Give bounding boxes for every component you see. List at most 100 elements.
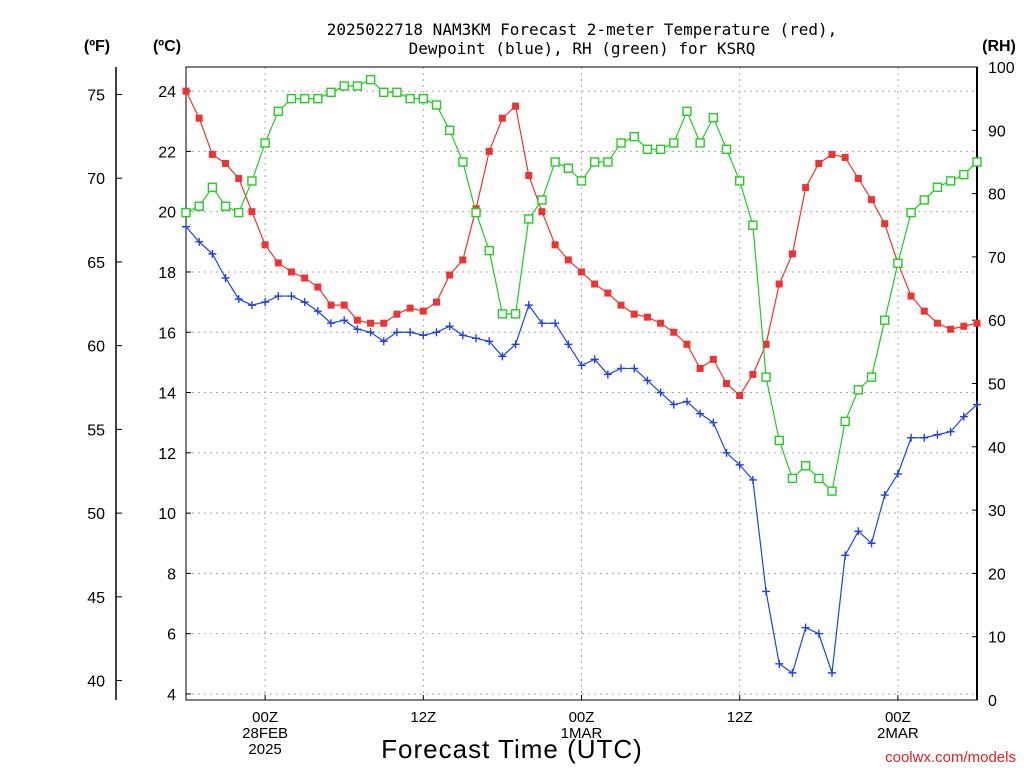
rh-tick-label: 100 xyxy=(988,60,1015,77)
temperature-point xyxy=(340,301,348,309)
rh-point xyxy=(642,144,653,154)
celsius-tick-label: 6 xyxy=(167,627,176,644)
temperature-point xyxy=(498,114,506,122)
rh-point xyxy=(220,201,231,211)
dewpoint-point xyxy=(762,587,771,596)
dewpoint-point xyxy=(722,448,731,457)
dewpoint-point xyxy=(182,222,190,231)
dewpoint-point xyxy=(603,370,612,379)
dewpoint-point xyxy=(327,319,336,328)
temperature-point xyxy=(327,301,335,309)
temperature-point xyxy=(604,289,612,297)
celsius-tick-label: 24 xyxy=(158,84,176,101)
temperature-point xyxy=(841,153,849,161)
dewpoint-point xyxy=(643,376,652,385)
rh-tick-label: 60 xyxy=(988,313,1006,330)
temperature-point xyxy=(459,256,467,264)
x-tick-label: 00Z xyxy=(569,709,595,726)
temperature-point xyxy=(393,310,401,318)
dewpoint-point xyxy=(340,316,349,325)
temperature-point xyxy=(551,241,559,249)
rh-tick-label: 20 xyxy=(988,566,1006,583)
x-tick-label: 1MAR xyxy=(561,725,603,742)
dewpoint-point xyxy=(537,319,546,328)
chart-title-line2: Dewpoint (blue), RH (green) for KSRQ xyxy=(409,39,756,58)
rh-point xyxy=(497,309,508,319)
temperature-point xyxy=(235,175,243,183)
rh-point xyxy=(365,74,376,85)
dewpoint-point xyxy=(392,328,401,337)
series-temperature xyxy=(182,87,981,400)
rh-point xyxy=(247,176,257,186)
rh-point xyxy=(392,87,402,98)
dewpoint-point xyxy=(247,301,256,310)
dewpoint-point xyxy=(801,623,810,632)
dewpoint-point xyxy=(274,292,283,301)
dewpoint-point xyxy=(419,331,428,340)
temperature-point xyxy=(670,328,678,336)
temperature-point xyxy=(591,280,599,288)
celsius-tick-label: 20 xyxy=(158,205,176,222)
celsius-tick-label: 18 xyxy=(158,265,176,282)
series-rh xyxy=(181,74,982,496)
dewpoint-point xyxy=(406,328,415,337)
rh-point xyxy=(510,309,521,319)
rh-point xyxy=(906,207,916,218)
rh-point xyxy=(721,144,732,154)
temperature-point xyxy=(709,355,717,363)
rh-point xyxy=(655,144,666,154)
temperature-point xyxy=(195,114,203,122)
temperature-point xyxy=(868,196,876,204)
dewpoint-point xyxy=(445,322,454,331)
temperature-point xyxy=(564,256,572,264)
temperature-point xyxy=(578,268,585,276)
dewpoint-point xyxy=(669,400,678,409)
rh-point xyxy=(972,157,982,167)
chart-title-line1: 2025022718 NAM3KM Forecast 2-meter Tempe… xyxy=(327,20,838,39)
dewpoint-point xyxy=(524,301,533,310)
celsius-unit-label: (ºC) xyxy=(153,38,181,55)
temperature-point xyxy=(222,159,230,167)
rh-point xyxy=(576,176,587,186)
temperature-point xyxy=(485,147,493,155)
temperature-point xyxy=(643,313,651,321)
temperature-point xyxy=(657,319,665,327)
temperature-point xyxy=(947,325,955,333)
dewpoint-point xyxy=(577,361,586,370)
rh-point xyxy=(669,138,679,148)
celsius-tick-label: 22 xyxy=(158,144,176,161)
fahrenheit-tick-label: 50 xyxy=(87,506,105,523)
rh-point xyxy=(774,435,784,446)
temperature-point xyxy=(287,268,295,276)
dewpoint-point xyxy=(867,539,876,548)
x-tick-label: 2MAR xyxy=(877,725,919,742)
temperature-point xyxy=(432,298,440,306)
rh-unit-label: (RH) xyxy=(982,38,1016,55)
temperature-point xyxy=(261,241,269,249)
rh-point xyxy=(682,106,692,117)
rh-point xyxy=(787,473,798,484)
dewpoint-point xyxy=(261,298,270,307)
dewpoint-point xyxy=(353,325,362,334)
dewpoint-point xyxy=(775,659,784,668)
rh-point xyxy=(299,93,310,104)
temperature-point xyxy=(696,364,704,372)
temperature-point xyxy=(512,102,520,110)
rh-point xyxy=(339,81,349,91)
rh-point xyxy=(919,195,929,205)
rh-point xyxy=(352,81,363,91)
dewpoint-point xyxy=(827,668,836,677)
dewpoint-point xyxy=(313,307,322,316)
temperature-point xyxy=(419,307,427,315)
temperature-point xyxy=(538,208,546,216)
dewpoint-point xyxy=(234,295,243,304)
rh-point xyxy=(695,138,705,148)
rh-point xyxy=(313,93,323,104)
temperature-point xyxy=(182,87,190,95)
rh-point xyxy=(537,195,547,205)
dewpoint-point xyxy=(485,337,494,346)
rh-point xyxy=(814,473,824,484)
rh-point xyxy=(853,385,864,395)
